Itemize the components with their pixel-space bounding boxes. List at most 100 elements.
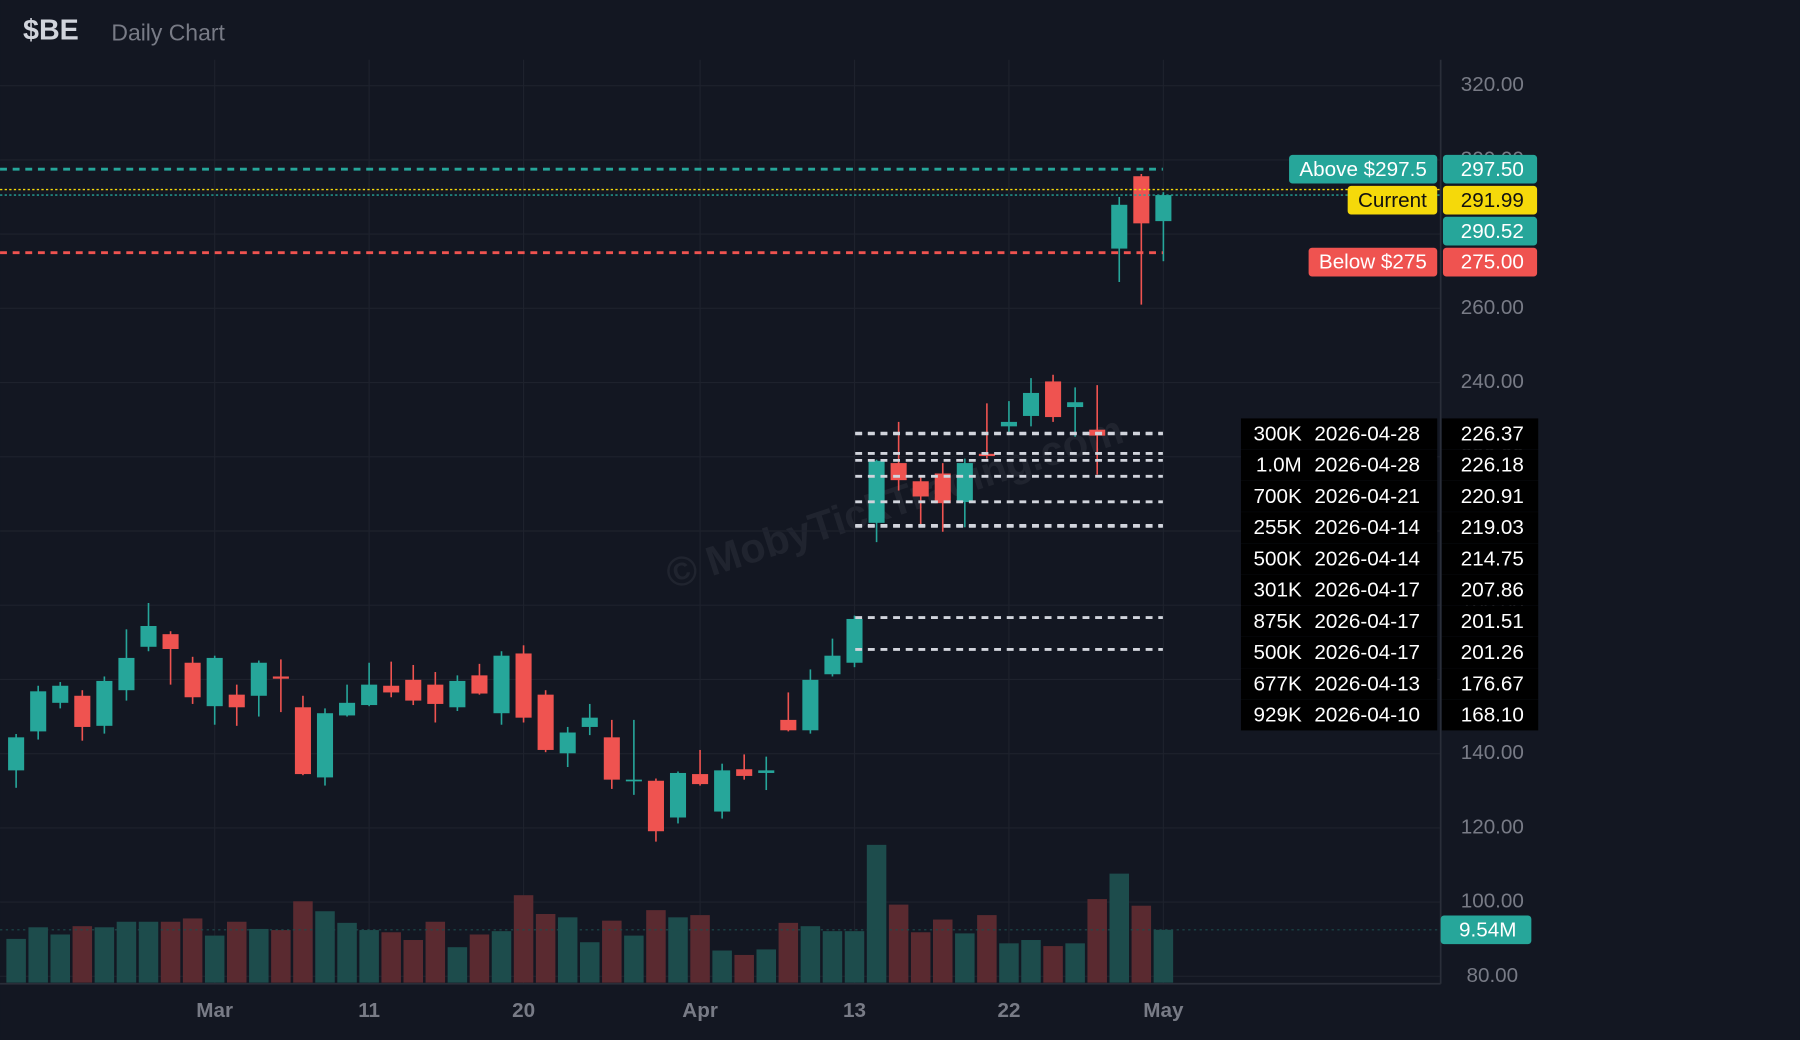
candle-body: [647, 780, 664, 832]
candle-body: [1111, 204, 1128, 249]
order-price: 226.37: [1461, 423, 1524, 446]
order-size: 255K: [1254, 516, 1302, 539]
y-tick-label: 140.00: [1461, 741, 1524, 764]
order-price: 201.51: [1461, 610, 1524, 633]
candle-body: [1000, 421, 1017, 427]
volume-bar: [933, 919, 953, 983]
level-value-label: 291.99: [1461, 189, 1524, 212]
candle-body: [316, 713, 334, 778]
order-row: [1240, 605, 1438, 637]
order-price-cell: [1441, 699, 1539, 731]
order-price-cell: [1441, 480, 1539, 512]
candle-body: [427, 684, 444, 704]
volume-bar: [249, 928, 269, 983]
chart-title: $BE: [23, 15, 79, 47]
y-tick-label: 240.00: [1461, 370, 1524, 393]
level-value-tag: [1442, 185, 1538, 215]
candle-body: [228, 694, 245, 708]
order-size: 1.0M: [1256, 454, 1302, 477]
candle-body: [471, 675, 488, 694]
volume-bar: [425, 921, 446, 983]
chart-subtitle: Daily Chart: [111, 19, 225, 45]
y-tick-label: 80.00: [1466, 964, 1518, 987]
volume-bar: [579, 942, 600, 983]
level-name-label: Current: [1358, 189, 1427, 212]
order-size: 500K: [1254, 641, 1302, 664]
order-size: 929K: [1254, 704, 1302, 727]
level-name-tag: [1347, 185, 1438, 215]
level-value-label: 275.00: [1461, 251, 1524, 274]
candle-body: [934, 473, 951, 504]
volume-bar: [182, 918, 203, 983]
candle-body: [449, 680, 466, 708]
volume-label: 9.54M: [1459, 918, 1516, 941]
candle-body: [603, 737, 620, 780]
order-row: [1240, 480, 1438, 512]
volume-bar: [293, 901, 313, 983]
candle-body: [1022, 392, 1040, 416]
order-price-cell: [1441, 449, 1539, 481]
order-date: 2026-04-21: [1314, 485, 1420, 508]
candle-body: [581, 717, 598, 727]
candle-body: [383, 685, 400, 693]
volume-bar: [712, 950, 732, 983]
candle-body: [118, 657, 135, 691]
candle-body: [405, 679, 422, 701]
volume-bar: [116, 921, 137, 983]
volume-bar: [602, 920, 622, 983]
order-date: 2026-04-17: [1314, 641, 1420, 664]
order-date: 2026-04-14: [1314, 516, 1420, 539]
level-name-tag: [1289, 154, 1438, 184]
volume-bar: [888, 904, 909, 983]
volume-bar: [337, 922, 357, 983]
volume-bar: [1153, 929, 1174, 983]
volume-bar: [469, 934, 490, 983]
order-row: [1240, 418, 1438, 450]
candle-body: [339, 702, 356, 716]
volume-bar: [28, 927, 48, 983]
volume-bar: [624, 935, 644, 983]
order-size: 875K: [1254, 610, 1302, 633]
volume-bar: [734, 954, 754, 983]
volume-bar: [844, 931, 865, 983]
volume-bar: [50, 934, 71, 983]
y-tick-label: 100.00: [1461, 890, 1524, 913]
order-price: 201.26: [1461, 641, 1524, 664]
order-price-cell: [1441, 512, 1539, 544]
volume-bar: [646, 910, 666, 983]
volume-bar: [160, 921, 181, 983]
order-price: 168.10: [1461, 704, 1524, 727]
volume-bar: [513, 895, 534, 983]
volume-bar: [977, 915, 997, 983]
volume-bar: [822, 931, 843, 983]
candle-body: [8, 737, 25, 771]
x-tick-label: Apr: [682, 999, 718, 1022]
x-tick-label: May: [1143, 999, 1184, 1022]
candle-body: [956, 463, 973, 503]
y-tick-label: 120.00: [1461, 815, 1524, 838]
y-tick-label: 260.00: [1461, 296, 1524, 319]
order-price-cell: [1441, 636, 1539, 668]
order-price: 207.86: [1461, 579, 1524, 602]
order-price-cell: [1441, 574, 1539, 606]
order-price: 176.67: [1461, 672, 1524, 695]
candle-body: [1045, 381, 1062, 418]
candle-body: [74, 695, 91, 727]
volume-bar: [72, 926, 93, 983]
x-tick-label: 20: [512, 999, 535, 1022]
level-name-label: Below $275: [1319, 251, 1427, 274]
order-price-cell: [1441, 605, 1539, 637]
volume-bar: [999, 943, 1019, 983]
x-tick-label: Mar: [196, 999, 233, 1022]
volume-bar: [138, 921, 159, 983]
candle-body: [912, 481, 929, 497]
volume-bar: [1131, 905, 1152, 983]
candle-body: [515, 653, 532, 718]
candle-body: [361, 684, 378, 706]
volume-bar: [535, 914, 556, 983]
level-name-tag: [1308, 247, 1438, 277]
order-price-cell: [1441, 543, 1539, 575]
candle-body: [250, 662, 267, 696]
